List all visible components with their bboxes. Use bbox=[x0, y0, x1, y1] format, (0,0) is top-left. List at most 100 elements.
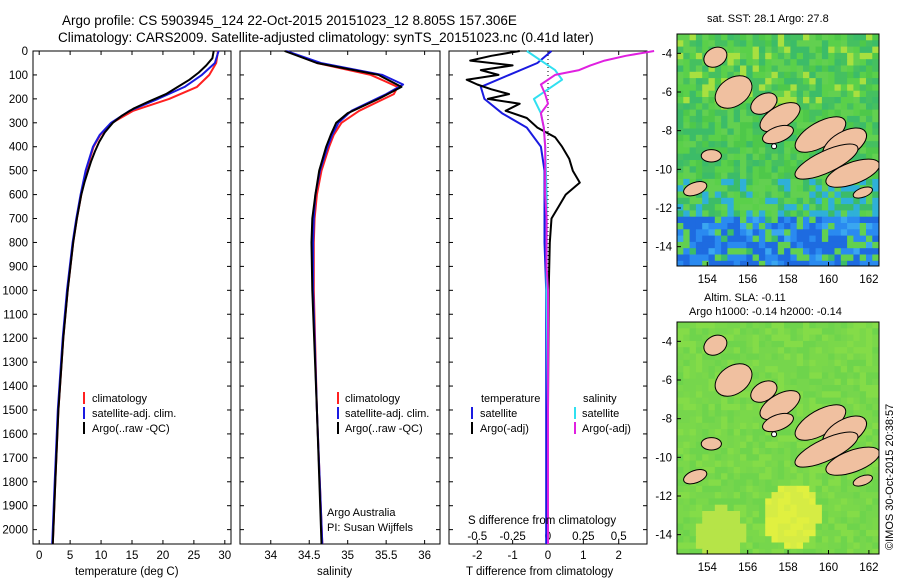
map-cell bbox=[746, 511, 754, 518]
map-cell bbox=[853, 322, 861, 329]
map-cell bbox=[683, 128, 691, 136]
map-cell bbox=[771, 216, 779, 224]
island bbox=[825, 158, 879, 188]
map-cell bbox=[746, 353, 754, 361]
map-cell bbox=[695, 204, 703, 211]
island bbox=[703, 46, 728, 68]
map-cell bbox=[708, 511, 716, 518]
map-cell bbox=[689, 328, 697, 336]
map-cell bbox=[740, 403, 747, 411]
map-cell bbox=[834, 97, 842, 104]
map-cell bbox=[840, 109, 848, 117]
map-cell bbox=[708, 359, 716, 367]
map-cell bbox=[689, 71, 697, 79]
map-cell bbox=[727, 223, 735, 230]
map-cell bbox=[695, 59, 703, 66]
map-cell bbox=[702, 460, 709, 468]
map-cell bbox=[746, 340, 754, 348]
map-cell bbox=[689, 147, 697, 155]
map-cell bbox=[777, 548, 785, 554]
map-cell bbox=[803, 536, 810, 543]
map-cell bbox=[708, 328, 716, 336]
map-cell bbox=[872, 492, 879, 499]
map-cell bbox=[790, 260, 798, 266]
map-cell bbox=[834, 241, 842, 249]
map-cell bbox=[840, 191, 848, 199]
map-cell bbox=[702, 548, 709, 554]
map-cell bbox=[677, 391, 684, 399]
map-cell bbox=[771, 204, 779, 211]
map-cell bbox=[727, 466, 735, 474]
map-cell bbox=[853, 210, 861, 218]
map-cell bbox=[828, 78, 835, 85]
map-cell bbox=[708, 40, 716, 48]
map-cell bbox=[821, 197, 829, 205]
map-cell bbox=[740, 185, 747, 192]
map-cell bbox=[872, 65, 879, 73]
map-cell bbox=[752, 416, 760, 424]
map-cell bbox=[689, 322, 697, 329]
map-cell bbox=[872, 322, 879, 329]
map-cell bbox=[740, 429, 747, 436]
map-cell bbox=[872, 40, 879, 48]
map-cell bbox=[878, 334, 879, 342]
map-cell bbox=[777, 185, 785, 192]
map-cell bbox=[746, 115, 754, 123]
map-cell bbox=[784, 90, 791, 98]
map-cell bbox=[777, 435, 785, 443]
map-cell bbox=[752, 403, 760, 411]
map-cell bbox=[796, 498, 804, 506]
map-cell bbox=[677, 197, 684, 205]
map-cell bbox=[721, 498, 728, 506]
difference-x-axes: -2 -1 0 1 2-0.5 -0.25 0 0.25 0.5 bbox=[467, 51, 627, 562]
map-cell bbox=[815, 378, 823, 386]
map-cell bbox=[740, 473, 747, 480]
map-cell bbox=[740, 466, 747, 474]
map-cell bbox=[796, 241, 804, 249]
depth-tick-label: 1200 bbox=[2, 333, 28, 345]
map-cell bbox=[866, 328, 873, 336]
map-cell bbox=[878, 65, 879, 73]
s-tick-label: 0.25 bbox=[572, 531, 594, 543]
depth-tick-label: 600 bbox=[9, 190, 28, 202]
map-cell bbox=[784, 153, 791, 161]
map-cell bbox=[790, 160, 798, 167]
map-cell bbox=[815, 372, 823, 380]
depth-tick-label: 300 bbox=[9, 118, 28, 130]
map-cell bbox=[853, 65, 861, 73]
map-cell bbox=[683, 223, 691, 230]
map-cell bbox=[878, 46, 879, 54]
map-cell bbox=[790, 128, 798, 136]
map-cell bbox=[777, 492, 785, 499]
map-cell bbox=[796, 97, 804, 104]
map-cell bbox=[828, 529, 835, 537]
map-cell bbox=[777, 385, 785, 392]
map-cell bbox=[714, 473, 722, 480]
map-cell bbox=[821, 78, 829, 85]
map-cell bbox=[708, 473, 716, 480]
map-cell bbox=[834, 109, 842, 117]
map-cell bbox=[740, 160, 747, 167]
map-cell bbox=[859, 435, 867, 443]
map-cell bbox=[878, 97, 879, 104]
map-cell bbox=[721, 529, 728, 537]
map-cell bbox=[796, 90, 804, 98]
depth-tick-label: 1500 bbox=[2, 405, 28, 417]
series-line-argo bbox=[284, 50, 403, 545]
map-cell bbox=[765, 441, 772, 449]
map-cell bbox=[840, 511, 848, 518]
map-cell bbox=[689, 235, 697, 243]
map-cell bbox=[746, 504, 754, 512]
map-cell bbox=[821, 479, 829, 487]
map-cell bbox=[758, 473, 766, 480]
map-cell bbox=[840, 536, 848, 543]
map-cell bbox=[727, 517, 735, 525]
map-cell bbox=[853, 378, 861, 386]
map-cell bbox=[866, 122, 873, 129]
map-cell bbox=[689, 410, 697, 417]
map-cell bbox=[796, 511, 804, 518]
map-cell bbox=[809, 103, 817, 111]
map-cell bbox=[790, 204, 798, 211]
map-cell bbox=[815, 517, 823, 525]
